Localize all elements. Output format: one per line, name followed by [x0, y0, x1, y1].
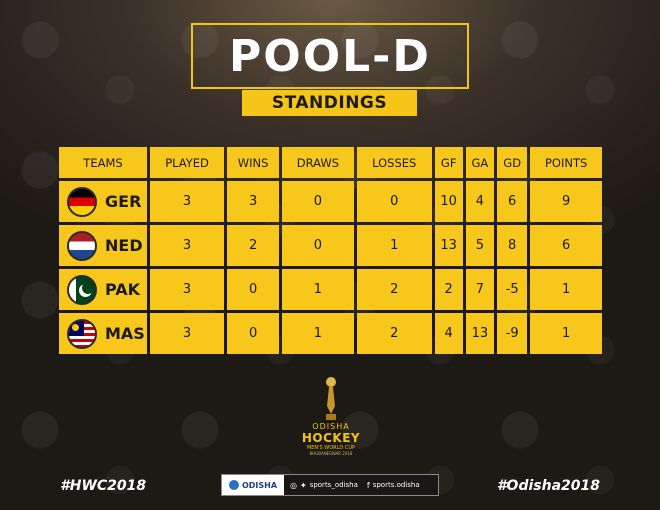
- team-code: GER: [105, 192, 142, 211]
- logo-hockey-text: HOCKEY: [301, 431, 361, 445]
- points-cell: 1: [530, 269, 602, 310]
- germany-flag-icon: [67, 186, 97, 217]
- page-subtitle: STANDINGS: [271, 93, 388, 113]
- facebook-handle[interactable]: sports.odisha: [372, 481, 420, 489]
- wins-cell: 3: [227, 181, 280, 222]
- hashtag-left: #HWC2018: [60, 478, 147, 494]
- draws-cell: 1: [282, 313, 354, 354]
- logo-worldcup-text: MEN'S WORLD CUP: [306, 445, 356, 451]
- logo-odisha-text: ODISHA: [312, 422, 350, 431]
- col-points: POINTS: [530, 147, 602, 178]
- col-wins: WINS: [227, 147, 280, 178]
- table-row: GER 3 3 0 0 10 4 6 9: [59, 181, 602, 222]
- team-cell: GER: [59, 181, 147, 222]
- ga-cell: 13: [465, 313, 495, 354]
- hockey-world-cup-logo: ODISHA HOCKEY MEN'S WORLD CUP BHUBANESWA…: [300, 376, 362, 468]
- draws-cell: 1: [282, 269, 354, 310]
- team-code: PAK: [105, 280, 141, 299]
- odisha-emblem-icon: [228, 480, 239, 490]
- losses-cell: 2: [356, 269, 432, 310]
- col-played: PLAYED: [150, 147, 225, 178]
- points-cell: 6: [530, 225, 602, 266]
- gf-cell: 13: [434, 225, 463, 266]
- played-cell: 3: [150, 225, 225, 266]
- table-row: PAK 3 0 1 2 2 7 -5 1: [59, 269, 602, 310]
- team-code: MAS: [105, 324, 145, 343]
- facebook-icon: f: [366, 480, 370, 490]
- gd-cell: 6: [497, 181, 528, 222]
- gd-cell: 8: [497, 225, 528, 266]
- title-box: POOL-D: [191, 23, 469, 89]
- trophy-icon: [326, 377, 336, 420]
- played-cell: 3: [150, 269, 225, 310]
- col-gd: GD: [497, 147, 528, 178]
- wins-cell: 0: [227, 313, 280, 354]
- ga-cell: 5: [465, 225, 495, 266]
- logo-venue-text: BHUBANESWAR 2018: [309, 451, 353, 456]
- col-teams: TEAMS: [59, 147, 147, 178]
- col-losses: LOSSES: [356, 147, 432, 178]
- gf-cell: 10: [434, 181, 463, 222]
- points-cell: 1: [530, 313, 602, 354]
- table-header-row: TEAMS PLAYED WINS DRAWS LOSSES GF GA GD …: [59, 147, 602, 178]
- pakistan-flag-icon: [67, 274, 97, 305]
- twitter-handle[interactable]: sports_odisha: [309, 481, 358, 489]
- table-row: NED 3 2 0 1 13 5 8 6: [59, 225, 602, 266]
- team-cell: NED: [59, 225, 147, 266]
- played-cell: 3: [150, 181, 225, 222]
- draws-cell: 0: [282, 181, 354, 222]
- team-cell: MAS: [59, 313, 147, 354]
- standings-table: TEAMS PLAYED WINS DRAWS LOSSES GF GA GD …: [56, 144, 605, 357]
- odisha-brand-text: ODISHA: [241, 480, 278, 490]
- odisha-brand-badge: ODISHA: [222, 475, 284, 495]
- malaysia-flag-icon: [67, 318, 97, 349]
- points-cell: 9: [530, 181, 602, 222]
- team-cell: PAK: [59, 269, 147, 310]
- losses-cell: 2: [356, 313, 432, 354]
- social-handles: ◎ ✦ sports_odisha f sports.odisha: [290, 481, 420, 490]
- losses-cell: 0: [356, 181, 432, 222]
- ga-cell: 7: [465, 269, 495, 310]
- page-title: POOL-D: [229, 30, 431, 82]
- col-draws: DRAWS: [282, 147, 354, 178]
- gf-cell: 4: [434, 313, 463, 354]
- team-code: NED: [105, 236, 143, 255]
- draws-cell: 0: [282, 225, 354, 266]
- col-gf: GF: [434, 147, 463, 178]
- wins-cell: 0: [227, 269, 280, 310]
- wins-cell: 2: [227, 225, 280, 266]
- gf-cell: 2: [434, 269, 463, 310]
- twitter-icon: ✦: [299, 480, 307, 490]
- hashtag-right: #Odisha2018: [496, 478, 600, 494]
- table-row: MAS 3 0 1 2 4 13 -9 1: [59, 313, 602, 354]
- losses-cell: 1: [356, 225, 432, 266]
- instagram-icon: ◎: [290, 480, 297, 490]
- gd-cell: -9: [497, 313, 528, 354]
- netherlands-flag-icon: [67, 230, 97, 261]
- gd-cell: -5: [497, 269, 528, 310]
- social-footer-bar: ODISHA ◎ ✦ sports_odisha f sports.odisha: [221, 474, 439, 496]
- col-ga: GA: [465, 147, 495, 178]
- ga-cell: 4: [465, 181, 495, 222]
- played-cell: 3: [150, 313, 225, 354]
- subtitle-banner: STANDINGS: [242, 90, 417, 116]
